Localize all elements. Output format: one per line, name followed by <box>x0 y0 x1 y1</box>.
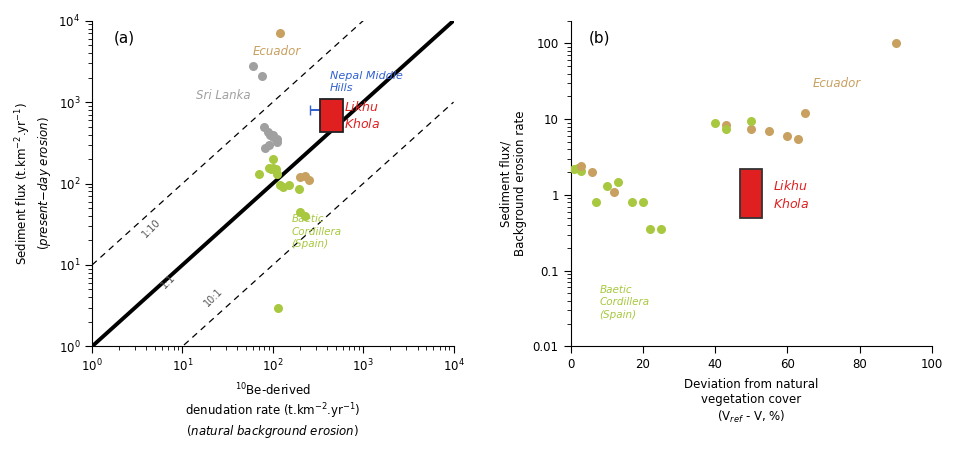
Text: $\mathit{Likhu}$
$\mathit{Khola}$: $\mathit{Likhu}$ $\mathit{Khola}$ <box>773 179 809 211</box>
Text: Ecuador: Ecuador <box>812 77 861 89</box>
Bar <box>741 169 762 218</box>
Text: Baetic
Cordillera
(Spain): Baetic Cordillera (Spain) <box>291 214 342 249</box>
Text: Sri Lanka: Sri Lanka <box>195 89 251 102</box>
Y-axis label: Sediment flux (t.km$^{-2}$.yr$^{-1}$)
($\it{present}$$\it{-day\ erosion}$): Sediment flux (t.km$^{-2}$.yr$^{-1}$) ($… <box>14 102 53 265</box>
Text: Ecuador: Ecuador <box>253 45 301 58</box>
Bar <box>320 99 344 132</box>
Text: 10:1: 10:1 <box>202 286 225 309</box>
Text: 1:1: 1:1 <box>160 273 177 291</box>
Y-axis label: Sediment flux/
Background erosion rate: Sediment flux/ Background erosion rate <box>500 111 527 257</box>
Text: (b): (b) <box>589 30 611 45</box>
X-axis label: $^{10}$Be-derived
denudation rate (t.km$^{-2}$.yr$^{-1}$)
($\it{natural\ backgro: $^{10}$Be-derived denudation rate (t.km$… <box>185 382 361 440</box>
Text: (a): (a) <box>114 30 135 45</box>
Text: $\mathit{Likhu}$
$\mathit{Khola}$: $\mathit{Likhu}$ $\mathit{Khola}$ <box>345 100 381 131</box>
Text: Nepal Middle
Hills: Nepal Middle Hills <box>330 71 403 93</box>
Text: 1:10: 1:10 <box>140 217 163 240</box>
X-axis label: Deviation from natural
vegetation cover
(V$_{ref}$ - V, %): Deviation from natural vegetation cover … <box>684 378 818 424</box>
Text: Baetic
Cordillera
(Spain): Baetic Cordillera (Spain) <box>599 285 650 320</box>
